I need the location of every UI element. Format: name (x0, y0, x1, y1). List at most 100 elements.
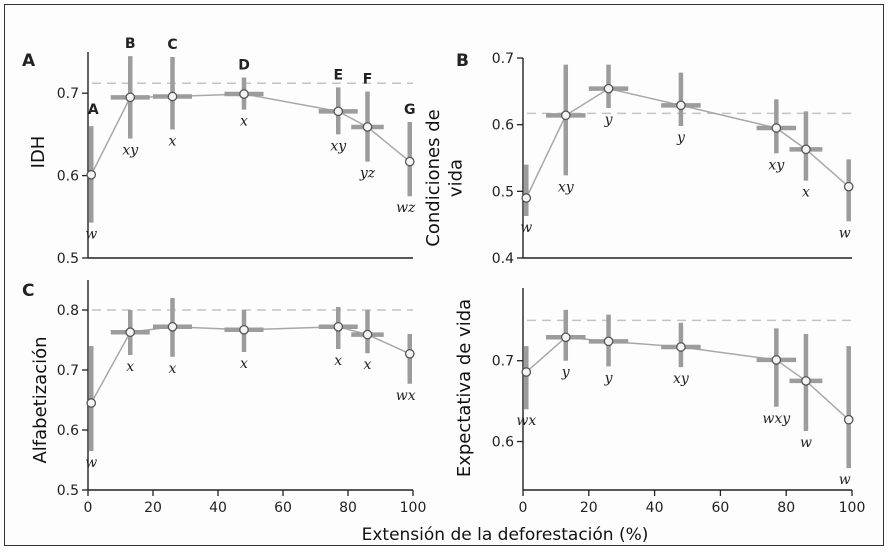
panel-3-data-point (239, 324, 249, 335)
panel-4-group-label: w (800, 435, 812, 451)
panel-3-data-point (86, 398, 97, 408)
panel-4-y-tick-label: 0.7 (492, 354, 514, 370)
panel-3-group-label: wx (396, 388, 416, 404)
panel-4-x-tick-label: 60 (711, 500, 729, 516)
panel-3-data-point (125, 327, 136, 338)
panel-2-data-point (676, 100, 686, 111)
panel-1-data-point (333, 106, 344, 117)
panel-3-y-tick-label: 0.7 (57, 363, 79, 379)
panel-3-group-label: x (240, 356, 248, 372)
panel-2-group-label: xy (768, 157, 785, 173)
panel-1-group-label: wz (396, 200, 416, 216)
panel-1-series-line (90, 93, 411, 176)
panel-2-panel-letter: B (456, 51, 469, 71)
panel-4-x-tick-label: 80 (777, 500, 795, 516)
panel-3-data-point (333, 321, 344, 332)
panel-2-data-point (603, 83, 614, 94)
panel-2-y-tick-label: 0.6 (492, 118, 514, 134)
panel-4-data-point (801, 376, 811, 386)
panel-3-group-label: x (334, 353, 342, 369)
panel-2-data-point (560, 110, 571, 121)
panel-1-y-axis-label: IDH (28, 136, 49, 169)
panel-1-y-tick-label: 0.5 (57, 251, 79, 267)
panel-3-y-tick-label: 0.8 (57, 303, 79, 319)
panel-2-group-label: y (676, 130, 686, 146)
panel-4-group-label: wx (516, 413, 536, 429)
panel-1-group-label: x (240, 114, 248, 130)
panel-3-series-line (90, 326, 411, 404)
x-axis-label: Extensión de la deforestación (%) (362, 525, 649, 545)
panel-4-group-label: y (561, 365, 571, 381)
panel-2-data-point (801, 144, 811, 155)
panel-1-point-letter: B (125, 36, 136, 52)
panel-3-data-point (362, 329, 373, 340)
panel-2-group-label: y (604, 112, 614, 128)
panel-4-group-label: wxy (762, 411, 791, 427)
panel-1-group-label: xy (122, 143, 139, 159)
panel-3-x-tick-label: 0 (84, 500, 93, 516)
panel-2-data-point (521, 193, 532, 203)
panel-4-data-point (676, 342, 686, 352)
panel-4-y-tick-label: 0.6 (492, 435, 514, 451)
panel-4-data-point (603, 336, 614, 347)
panel-4-group-label: xy (673, 371, 690, 387)
panel-2-group-label: w (839, 225, 851, 241)
panel-3-y-tick-label: 0.5 (57, 483, 79, 499)
panel-1-data-point (86, 169, 97, 180)
panel-3-panel-letter: C (22, 281, 34, 301)
panel-2-data-point (843, 181, 854, 192)
panel-1-point-letter: G (404, 102, 416, 118)
panel-3-x-tick-label: 40 (209, 500, 227, 516)
panel-4-x-tick-label: 0 (519, 500, 528, 516)
figure-frame (4, 4, 884, 546)
panel-1-point-letter: E (333, 67, 343, 83)
panel-2-group-label: w (520, 220, 532, 236)
panel-3-group-label: w (85, 455, 97, 471)
panel-1-data-point (404, 156, 415, 167)
panel-3-data-point (167, 321, 178, 332)
panel-3-y-tick-label: 0.6 (57, 423, 79, 439)
panel-4-x-tick-label: 40 (646, 500, 664, 516)
panel-1-point-letter: A (88, 102, 99, 118)
panel-1-group-label: xy (330, 138, 347, 154)
panel-4-data-point (560, 332, 571, 343)
panel-4-data-point (843, 414, 854, 425)
panel-1-group-label: x (169, 133, 177, 149)
panel-4-group-label: y (604, 370, 614, 386)
panel-2-group-label: x (802, 185, 810, 201)
panel-4-group-label: w (839, 472, 851, 488)
panel-2-y-tick-label: 0.7 (492, 51, 514, 67)
panel-1-y-tick-label: 0.7 (57, 86, 79, 102)
panel-1-data-point (239, 89, 249, 99)
panel-3-group-label: x (126, 359, 134, 375)
panel-4-x-tick-label: 100 (839, 500, 866, 516)
panel-3-x-tick-label: 80 (339, 500, 357, 516)
panel-3-x-tick-label: 100 (400, 500, 427, 516)
panel-1-data-point (362, 122, 373, 132)
panel-2-y-tick-label: 0.5 (492, 184, 514, 200)
panel-1-data-point (167, 91, 178, 102)
panel-1-point-letter: D (238, 58, 250, 74)
panel-4-data-point (771, 355, 782, 365)
panel-4-y-axis-label: Expectativa de vida (454, 299, 475, 477)
panel-2-group-label: xy (558, 179, 575, 195)
panel-1-group-label: yz (359, 166, 376, 182)
panel-1-panel-letter: A (22, 51, 36, 71)
panel-3-x-tick-label: 60 (274, 500, 292, 516)
panel-3-x-tick-label: 20 (144, 500, 162, 516)
panel-3-data-point (404, 348, 415, 359)
panel-2-y-axis-label: Condiciones devida (423, 109, 467, 246)
panel-1-data-point (125, 92, 136, 103)
panel-1-y-tick-label: 0.6 (57, 169, 79, 185)
panel-2-data-point (771, 123, 782, 133)
panel-3-group-label: x (364, 357, 372, 373)
panel-1-point-letter: F (363, 72, 373, 88)
panel-2-y-tick-label: 0.4 (492, 251, 514, 267)
panel-3-y-axis-label: Alfabetización (30, 336, 51, 463)
panel-1-point-letter: C (167, 37, 177, 53)
panel-1-group-label: w (85, 227, 97, 243)
panel-4-data-point (521, 367, 532, 377)
panel-4-x-tick-label: 20 (580, 500, 598, 516)
panel-3-group-label: x (169, 361, 177, 377)
